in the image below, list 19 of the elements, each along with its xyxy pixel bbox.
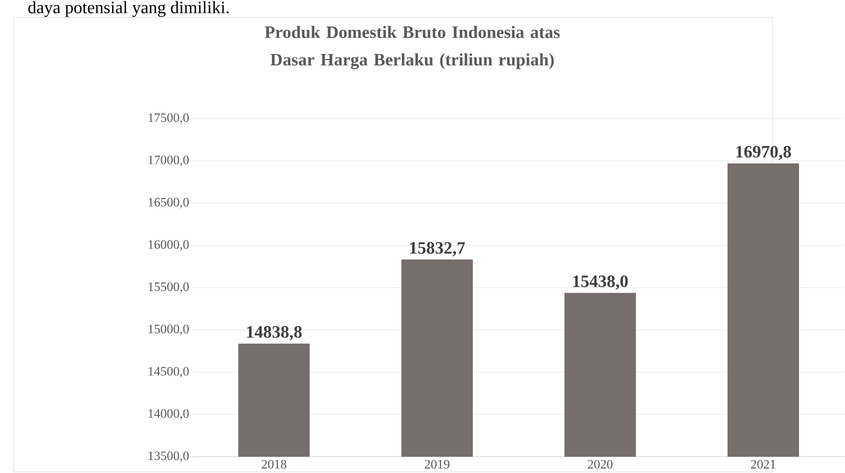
data-label: 16970,8: [736, 146, 791, 160]
y-tick-label: 17500,0: [148, 113, 189, 124]
data-label: 14838,8: [247, 326, 302, 340]
y-tick-label: 14500,0: [148, 367, 189, 378]
x-tick-label: 2019: [424, 460, 450, 469]
y-tick-label: 14000,0: [148, 409, 189, 420]
data-label: 15832,7: [410, 242, 465, 256]
y-tick-label: 15500,0: [148, 282, 189, 294]
y-tick-label: 16500,0: [148, 198, 189, 209]
x-tick-label: 2021: [751, 460, 776, 469]
data-label: 15438,0: [573, 276, 628, 290]
y-tick-label: 17000,0: [148, 156, 189, 166]
text: daya potensial yang dimiliki.: [28, 1, 229, 18]
y-tick-label: 16000,0: [148, 240, 189, 251]
x-tick-label: 2020: [588, 460, 613, 469]
y-tick-label: 13500,0: [148, 452, 189, 462]
chart-title: Produk Domestik Bruto Indonesia atas Dasar Harga Berlaku (triliun rupiah): [264, 26, 560, 70]
y-tick-label: 15000,0: [148, 324, 189, 336]
x-tick-label: 2018: [262, 460, 286, 469]
